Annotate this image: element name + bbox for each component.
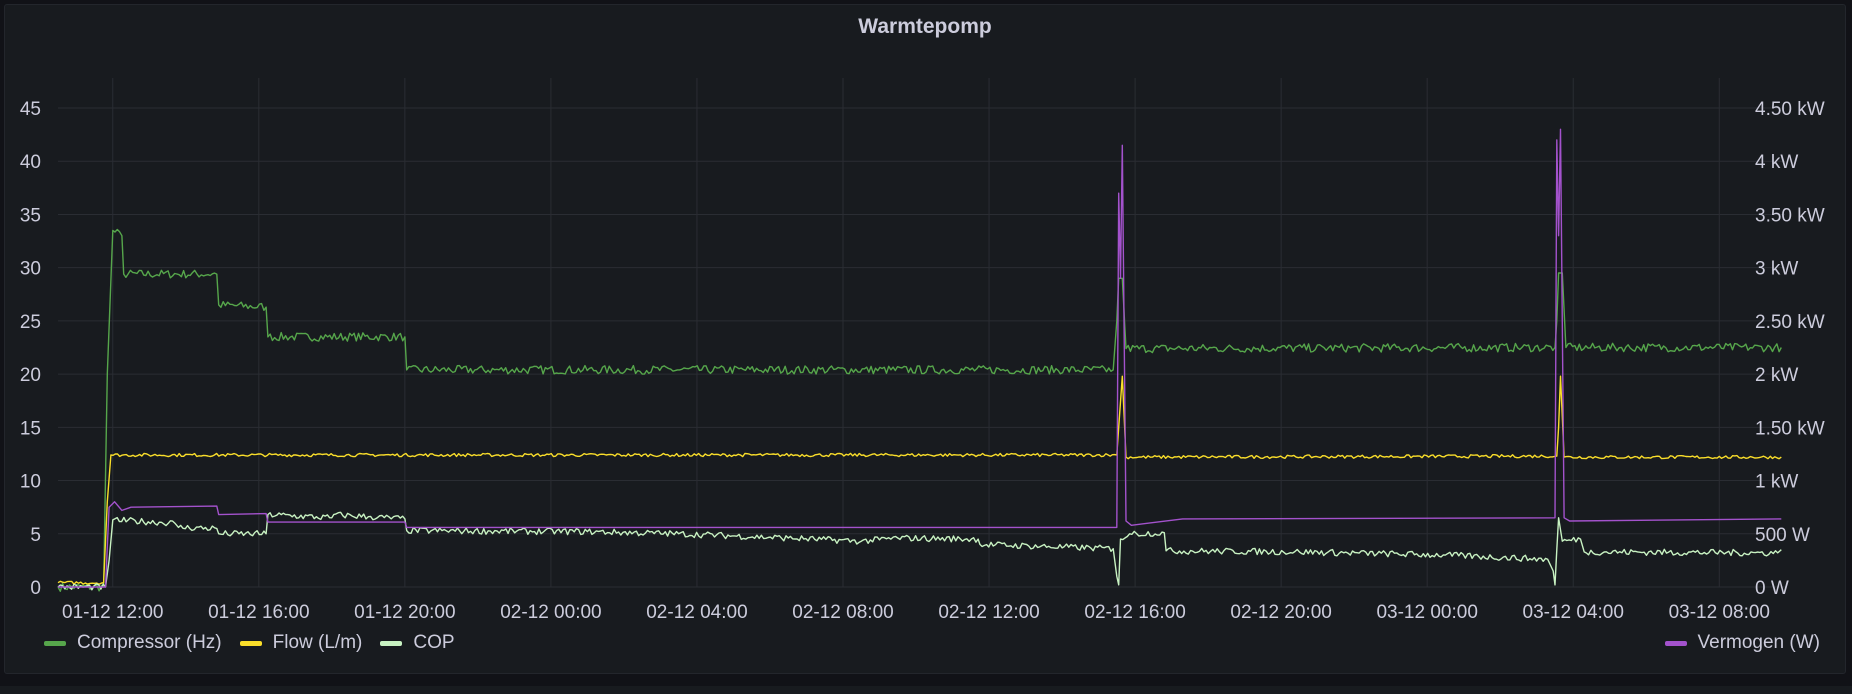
y-right-tick-label: 4 kW [1755,152,1798,173]
x-tick-label: 01-12 12:00 [62,602,163,623]
y-axis-right: 0 W 500 W 1 kW 1.50 kW 2 kW 2.50 kW 3 kW 3.50 k… [1755,99,1825,599]
y-right-tick-label: 3.50 kW [1755,205,1825,226]
y-left-tick-label: 15 [20,418,41,439]
y-left-tick-label: 25 [20,312,41,333]
legend-label-vermogen: Vermogen (W) [1697,632,1820,653]
series-line-flow-l-m [57,375,1782,585]
x-tick-label: 02-12 20:00 [1230,602,1331,623]
y-right-tick-label: 1 kW [1755,472,1798,493]
grid [58,78,1785,588]
x-tick-label: 03-12 04:00 [1523,602,1624,623]
x-axis: 01-12 12:00 01-12 16:00 01-12 20:00 02-12 0… [62,602,1770,623]
legend-swatch-cop [380,640,403,646]
series-line-cop [57,511,1782,591]
x-tick-label: 01-12 16:00 [208,602,309,623]
legend-left: Compressor (Hz) Flow (L/m) COP [44,632,473,654]
legend-item-flow[interactable]: Flow (L/m) [239,632,363,654]
x-tick-label: 02-12 16:00 [1084,602,1185,623]
x-tick-label: 03-12 08:00 [1669,602,1770,623]
legend-item-vermogen[interactable]: Vermogen (W) [1664,632,1820,654]
y-right-tick-label: 500 W [1755,525,1810,546]
legend-item-cop[interactable]: COP [380,632,455,654]
y-right-tick-label: 2.50 kW [1755,312,1825,333]
line-chart[interactable]: 0 5 10 15 20 25 30 35 40 45 0 W 500 W 1 kW 1.50 kW 2 … [0,0,1852,630]
x-tick-label: 02-12 12:00 [938,602,1039,623]
legend-swatch-vermogen [1664,640,1687,646]
y-left-tick-label: 40 [20,152,41,173]
y-right-tick-label: 1.50 kW [1755,418,1825,439]
panel-title: Warmtepomp [858,15,992,38]
x-tick-label: 01-12 20:00 [354,602,455,623]
y-left-tick-label: 5 [30,525,41,546]
y-axis-left: 0 5 10 15 20 25 30 35 40 45 [20,99,41,599]
legend-swatch-compressor [44,640,66,646]
legend-item-compressor[interactable]: Compressor (Hz) [44,632,222,654]
y-right-tick-label: 0 W [1755,578,1789,599]
legend-right: Vermogen (W) [1664,632,1820,654]
legend-swatch-flow [239,640,262,646]
y-left-tick-label: 0 [30,578,41,599]
next-panel-edge [0,686,1852,694]
legend-label-compressor: Compressor (Hz) [77,632,222,653]
y-left-tick-label: 45 [20,99,41,120]
x-tick-label: 03-12 00:00 [1376,602,1477,623]
legend-label-flow: Flow (L/m) [272,632,363,653]
x-tick-label: 02-12 00:00 [500,602,601,623]
series-line-vermogen-w [58,128,1782,588]
y-right-tick-label: 4.50 kW [1755,99,1825,120]
series-line-compressor-hz [57,228,1782,592]
y-left-tick-label: 30 [20,259,41,280]
legend-label-cop: COP [413,632,455,653]
y-left-tick-label: 10 [20,472,41,493]
y-left-tick-label: 20 [20,365,41,386]
y-right-tick-label: 2 kW [1755,365,1798,386]
x-tick-label: 02-12 04:00 [646,602,747,623]
y-right-tick-label: 3 kW [1755,259,1798,280]
y-left-tick-label: 35 [20,205,41,226]
series-lines [57,128,1782,592]
x-tick-label: 02-12 08:00 [792,602,893,623]
